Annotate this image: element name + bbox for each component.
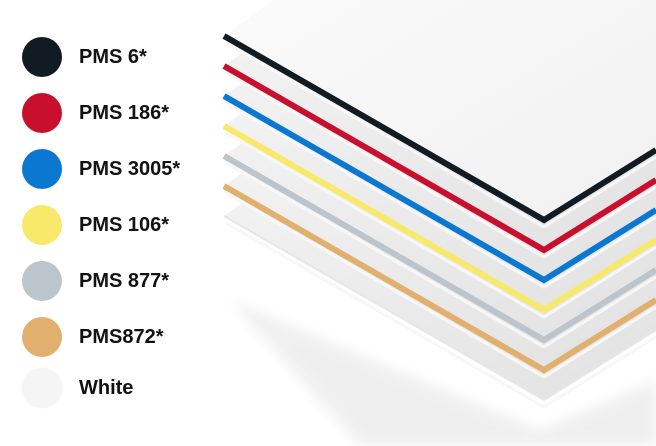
swatch-pms-872: [22, 317, 62, 357]
board-edge-stripe: [223, 215, 656, 402]
board-edge-core: [225, 161, 656, 349]
legend-label: PMS 877*: [79, 269, 170, 292]
legend-item-pms-186: PMS 186*: [22, 93, 169, 133]
swatch-pms-877: [22, 261, 62, 301]
board-edge-stripe: [222, 153, 656, 344]
board-edge-stripe: [222, 123, 656, 314]
board-edge-stripe: [222, 33, 656, 224]
board-edge-core: [225, 71, 656, 259]
board-edge-core: [225, 101, 656, 289]
legend-label: PMS 3005*: [79, 157, 181, 180]
swatch-pms-106: [22, 205, 62, 245]
board-edge-stripe: [222, 183, 656, 374]
board-edge-core: [225, 131, 656, 319]
legend-item-pms-6: PMS 6*: [22, 37, 147, 77]
board-edge-stripe: [222, 93, 656, 284]
board-sheet: [224, 0, 656, 220]
legend-item-pms-872: PMS872*: [22, 317, 164, 357]
board-edge-core: [225, 221, 656, 409]
legend-item-pms-106: PMS 106*: [22, 205, 169, 245]
swatch-white: [22, 368, 62, 408]
legend-item-pms-877: PMS 877*: [22, 261, 169, 301]
swatch-pms-3005: [22, 149, 62, 189]
swatch-pms-6: [22, 37, 62, 77]
legend-label: PMS 6*: [79, 45, 147, 68]
board-edge-core: [225, 191, 656, 379]
legend-item-white: White: [22, 368, 133, 408]
legend-label: White: [79, 376, 134, 399]
legend-label: PMS872*: [79, 325, 164, 348]
legend-label: PMS 106*: [79, 213, 170, 236]
legend-label: PMS 186*: [79, 101, 170, 124]
board-edge-core: [225, 41, 656, 229]
board-edge-stripe: [222, 63, 656, 254]
legend-item-pms-3005: PMS 3005*: [22, 149, 180, 189]
swatch-pms-186: [22, 93, 62, 133]
